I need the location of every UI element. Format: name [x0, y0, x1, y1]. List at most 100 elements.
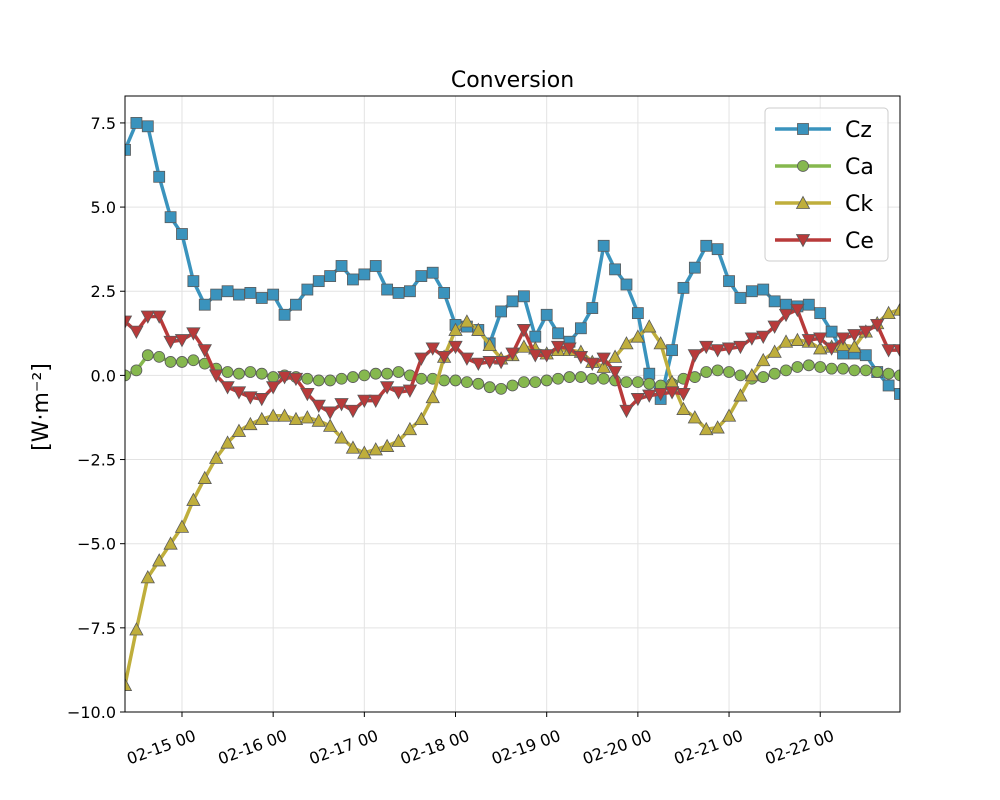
data-point-ck [596, 359, 611, 373]
data-point-ck [687, 410, 703, 424]
data-point-ca [506, 379, 519, 392]
data-point-ck [767, 344, 782, 358]
data-point-ce [756, 330, 771, 345]
y-tick-label: −7.5 [77, 619, 116, 638]
data-point-cz [244, 287, 257, 299]
data-point-ck [653, 336, 668, 350]
data-point-ck [125, 677, 133, 691]
data-point-ck [448, 322, 463, 336]
data-point-ce [277, 371, 292, 385]
data-point-ce [744, 332, 760, 346]
data-point-ca [848, 364, 861, 377]
data-point-ck [368, 442, 383, 456]
data-point-ck [733, 388, 748, 402]
data-point-ca [483, 381, 496, 394]
data-point-ca [814, 361, 827, 373]
data-point-ce [163, 335, 178, 350]
data-point-cz [711, 243, 724, 256]
data-point-cz [631, 307, 644, 320]
data-point-ck [676, 401, 691, 415]
data-point-ca [472, 377, 485, 390]
data-point-ca [734, 369, 747, 382]
legend-item-ca: Ca [775, 155, 874, 180]
data-point-ck [254, 411, 269, 426]
data-point-ca [631, 376, 644, 389]
legend-box [764, 107, 889, 262]
data-point-ce [482, 356, 497, 370]
data-point-ck [152, 553, 167, 567]
data-point-cz [153, 170, 166, 183]
data-point-ca [825, 362, 838, 375]
data-point-ca [495, 382, 508, 395]
data-point-ca [347, 371, 359, 383]
data-point-cz [255, 292, 268, 304]
data-point-ca [802, 359, 815, 372]
data-point-ce [231, 386, 247, 400]
data-point-ce [197, 344, 212, 358]
data-point-ce [528, 349, 543, 363]
data-point-ck [357, 445, 372, 459]
data-point-cz [620, 278, 633, 291]
data-point-ce [254, 393, 269, 407]
data-point-ce [174, 334, 190, 348]
data-point-cz [882, 379, 895, 392]
data-point-ck [334, 430, 349, 444]
data-point-ck [459, 314, 475, 328]
data-point-ce [892, 344, 900, 358]
data-point-ca [529, 376, 542, 389]
data-point-ca [358, 369, 371, 382]
data-point-ce [596, 352, 611, 366]
data-point-cz [540, 308, 553, 321]
data-point-cz [369, 260, 382, 272]
data-point-ca [871, 366, 884, 378]
data-point-ce [220, 381, 235, 395]
legend-item-ck: Ck [775, 192, 873, 217]
data-point-ce [300, 388, 315, 402]
data-point-ce [125, 315, 133, 329]
data-point-ce [607, 366, 623, 380]
data-point-ck [516, 339, 532, 353]
data-point-ca [643, 377, 656, 390]
data-point-cz [666, 344, 678, 357]
data-point-ca [301, 372, 314, 385]
legend-item-ce: Ce [775, 229, 874, 254]
data-point-cz [677, 281, 690, 294]
data-point-ca [780, 364, 792, 377]
data-point-ca [176, 356, 188, 368]
data-point-cz [324, 270, 337, 282]
data-point-ca [369, 367, 382, 380]
x-tick-label: 02-15 00 [124, 726, 198, 768]
data-point-ca [620, 376, 633, 389]
data-point-ca [859, 364, 872, 377]
data-point-ca [837, 362, 849, 375]
legend-marker-ck [795, 195, 811, 209]
data-point-cz [768, 295, 781, 308]
data-point-cz [438, 287, 451, 299]
data-point-ce [699, 340, 714, 355]
data-point-ce [288, 372, 304, 387]
data-point-cz [495, 305, 508, 318]
data-point-ce [471, 357, 486, 371]
data-point-cz [825, 325, 838, 338]
data-point-ce [425, 342, 440, 356]
data-point-ca [574, 371, 587, 383]
data-point-ce [573, 350, 589, 365]
data-point-ce [824, 342, 839, 356]
series-group [125, 117, 900, 691]
data-point-ce [801, 334, 816, 348]
data-point-ca [597, 372, 610, 385]
data-point-ck [231, 423, 247, 437]
data-point-ck [425, 389, 440, 404]
data-point-ck [265, 408, 281, 422]
data-point-ce [813, 332, 828, 346]
data-point-ck [471, 322, 486, 336]
data-point-cz [745, 285, 758, 298]
data-point-cz [597, 239, 610, 252]
data-point-ck [174, 519, 190, 533]
data-point-cz [141, 120, 154, 133]
data-point-ck [790, 332, 805, 346]
x-tick-label: 02-21 00 [671, 726, 745, 768]
data-point-cz [312, 275, 325, 288]
legend-label-ca: Ca [845, 155, 874, 180]
